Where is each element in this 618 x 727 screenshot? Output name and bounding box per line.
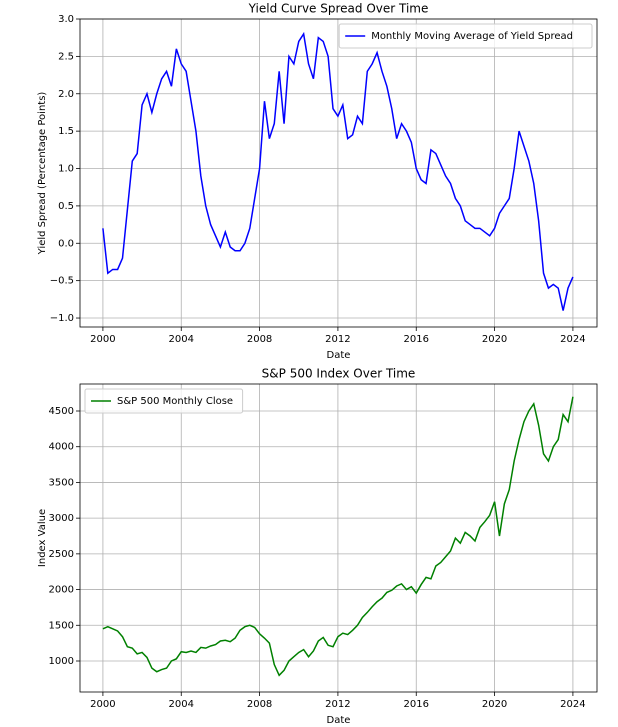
y-axis-label: Index Value [37, 509, 48, 567]
legend-box [338, 23, 593, 49]
x-axis-label: Date [327, 715, 351, 726]
x-tick-label: 2024 [560, 334, 585, 345]
y-tick-label: 1.5 [58, 126, 74, 137]
x-tick-label: 2016 [404, 334, 429, 345]
y-tick-label: −1.0 [50, 313, 74, 324]
y-tick-label: 0.0 [58, 238, 74, 249]
legend-box [84, 388, 244, 414]
x-axis-label: Date [327, 350, 351, 361]
legend: S&P 500 Monthly Close [84, 388, 244, 414]
x-tick-label: 2012 [325, 699, 350, 710]
data-line [102, 396, 574, 677]
y-tick-label: 2500 [49, 549, 74, 560]
y-tick-label: 1500 [49, 620, 74, 631]
y-tick-label: 4500 [49, 406, 74, 417]
axes-frame [79, 383, 598, 693]
x-tick-label: 2024 [560, 699, 585, 710]
x-tick-label: 2020 [482, 699, 507, 710]
y-tick-label: 3000 [49, 513, 74, 524]
y-tick-label: 4000 [49, 442, 74, 453]
x-tick-label: 2004 [169, 699, 194, 710]
x-tick-label: 2000 [90, 334, 115, 345]
chart-title: Yield Curve Spread Over Time [248, 2, 429, 16]
x-tick-label: 2008 [247, 699, 272, 710]
legend-label: S&P 500 Monthly Close [117, 396, 233, 407]
y-tick-label: 2000 [49, 585, 74, 596]
axes-frame [79, 18, 598, 328]
y-tick-label: 1.0 [58, 164, 74, 175]
x-tick-label: 2008 [247, 334, 272, 345]
legend: Monthly Moving Average of Yield Spread [338, 23, 593, 49]
y-tick-label: 3500 [49, 477, 74, 488]
y-axis-label: Yield Spread (Percentage Points) [37, 92, 48, 256]
chart-title: S&P 500 Index Over Time [262, 367, 416, 381]
y-tick-label: −0.5 [50, 276, 74, 287]
x-tick-label: 2000 [90, 699, 115, 710]
legend-label: Monthly Moving Average of Yield Spread [371, 31, 573, 42]
data-line [102, 31, 574, 311]
y-tick-label: 0.5 [58, 201, 74, 212]
y-tick-label: 3.0 [58, 14, 74, 25]
y-tick-label: 2.0 [58, 89, 74, 100]
x-tick-label: 2016 [404, 699, 429, 710]
x-tick-label: 2004 [169, 334, 194, 345]
y-tick-label: 1000 [49, 656, 74, 667]
x-tick-label: 2012 [325, 334, 350, 345]
chart: Yield Curve Spread Over Time Date Yield Sp… [37, 2, 598, 361]
y-tick-label: 2.5 [58, 51, 74, 62]
chart: S&P 500 Index Over Time Date Index Value 20… [37, 367, 598, 726]
x-tick-label: 2020 [482, 334, 507, 345]
